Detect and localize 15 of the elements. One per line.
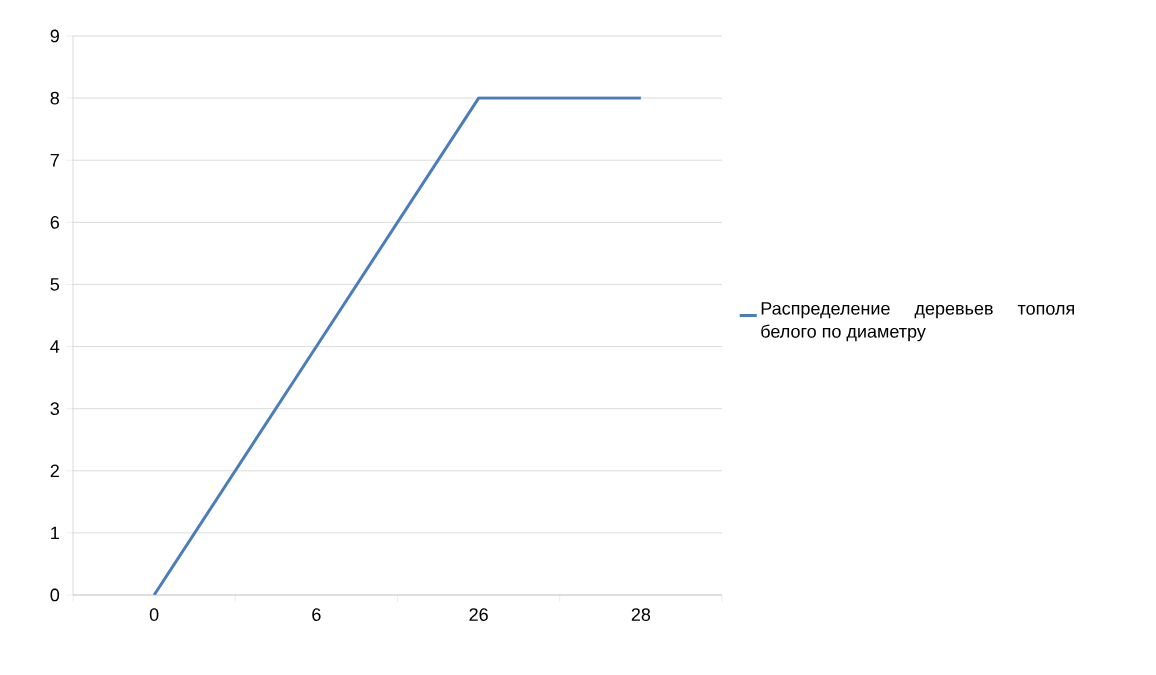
y-tick-label: 3	[50, 402, 60, 416]
y-tick-label: 9	[50, 29, 59, 43]
x-tick-label: 6	[312, 608, 321, 621]
legend-label: Распределение деревьев тополя белого по диаметру	[761, 302, 1074, 342]
x-tick-label: 28	[631, 608, 651, 621]
x-tick-label: 26	[469, 608, 488, 621]
y-tick-label: 6	[50, 215, 60, 229]
y-tick-label: 2	[50, 464, 59, 478]
x-tick-label: 0	[149, 608, 159, 621]
y-tick-label: 8	[50, 91, 60, 105]
y-tick-label: 5	[50, 278, 60, 291]
y-tick-label: 4	[50, 340, 60, 353]
y-tick-label: 1	[51, 526, 59, 540]
y-tick-label: 0	[50, 588, 60, 602]
y-tick-label: 7	[50, 154, 59, 167]
